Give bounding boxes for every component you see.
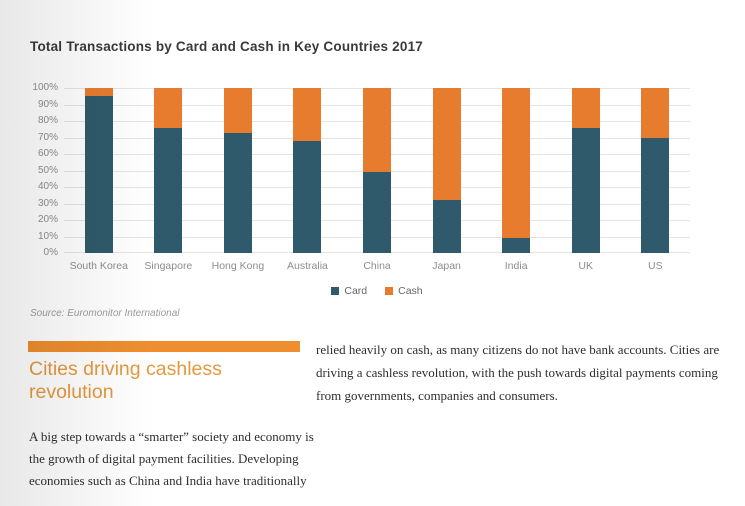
x-tick-label: Hong Kong <box>211 260 265 272</box>
y-tick-label: 80% <box>37 115 58 126</box>
bar-australia <box>273 88 343 253</box>
section-heading: Cities driving cashless revolution <box>29 358 222 403</box>
y-tick-label: 40% <box>37 181 58 192</box>
bar-segment-card <box>84 96 113 253</box>
legend-label: Card <box>344 285 368 297</box>
stacked-bar-hong-kong <box>223 88 252 253</box>
y-tick-label: 10% <box>37 231 58 242</box>
bar-segment-cash <box>293 88 322 141</box>
y-tick-label: 30% <box>37 198 58 209</box>
x-tick-label: UK <box>578 260 594 272</box>
bar-segment-card <box>641 137 670 253</box>
bar-japan <box>412 88 482 253</box>
bar-uk <box>551 88 621 253</box>
bar-singapore <box>134 88 204 253</box>
stacked-bar-australia <box>293 88 322 253</box>
bar-segment-cash <box>84 88 113 97</box>
chart-legend: Card Cash <box>64 285 690 297</box>
article-paragraph-left: A big step towards a “smarter” society a… <box>29 429 314 488</box>
x-tick-label: India <box>504 260 528 272</box>
y-tick-label: 100% <box>32 82 58 93</box>
bar-segment-card <box>502 238 531 253</box>
bar-hong-kong <box>203 88 273 253</box>
bar-segment-card <box>571 127 600 253</box>
stacked-bar-japan <box>432 88 461 253</box>
source-note: Source: Euromonitor International <box>30 308 180 319</box>
legend-swatch-icon <box>385 287 394 295</box>
x-tick-label: China <box>363 260 391 272</box>
stacked-bar-uk <box>571 88 600 253</box>
bar-segment-card <box>363 172 392 253</box>
y-tick-label: 60% <box>37 148 58 159</box>
legend-swatch-icon <box>331 287 340 295</box>
bar-segment-card <box>293 140 322 253</box>
x-tick-label: Australia <box>287 260 328 272</box>
stacked-bar-us <box>641 88 670 253</box>
bar-series <box>64 88 690 253</box>
bar-segment-card <box>154 127 183 253</box>
chart-title: Total Transactions by Card and Cash in K… <box>30 39 424 54</box>
legend-item-card: Card <box>331 285 367 297</box>
bar-segment-cash <box>154 88 183 128</box>
stacked-bar-singapore <box>154 88 183 253</box>
article-paragraph-right: relied heavily on cash, as many citizens… <box>316 342 720 403</box>
section-divider-bar <box>28 341 300 352</box>
bar-segment-card <box>432 200 461 253</box>
x-tick-label: South Korea <box>69 260 128 272</box>
bar-segment-cash <box>432 88 461 201</box>
y-axis: 0% 10% 20% 30% 40% 50% 60% 70% 80% 90% 100% <box>12 82 58 258</box>
x-tick-label: Japan <box>432 260 461 272</box>
bar-china <box>342 88 412 253</box>
bar-segment-cash <box>363 88 392 173</box>
y-tick-label: 0% <box>43 247 58 258</box>
stacked-bar-china <box>363 88 392 253</box>
x-tick-label: Singapore <box>144 260 193 272</box>
bar-segment-cash <box>641 88 670 138</box>
x-axis: South Korea Singapore Hong Kong Australia Ch… <box>64 260 690 272</box>
x-tick-label: US <box>647 260 663 272</box>
bar-india <box>481 88 551 253</box>
bar-segment-cash <box>223 88 252 133</box>
bar-segment-card <box>223 132 252 253</box>
bar-south-korea <box>64 88 134 253</box>
stacked-bar-india <box>502 88 531 253</box>
legend-label: Cash <box>398 285 423 297</box>
y-tick-label: 50% <box>37 165 58 176</box>
y-tick-label: 70% <box>37 132 58 143</box>
y-tick-label: 90% <box>37 99 58 110</box>
bar-us <box>621 88 691 253</box>
legend-item-cash: Cash <box>385 285 423 297</box>
bar-segment-cash <box>502 88 531 239</box>
bar-segment-cash <box>571 88 600 128</box>
stacked-bar-south-korea <box>84 88 113 253</box>
y-tick-label: 20% <box>37 214 58 225</box>
